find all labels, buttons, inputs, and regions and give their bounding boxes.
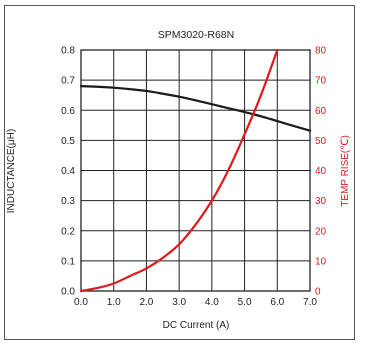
x-tick-label: 7.0 <box>303 297 317 308</box>
y-right-tick-label: 40 <box>315 166 327 177</box>
ticks: 0.0 1.0 2.0 3.0 4.0 5.0 6.0 7.0 0.0 0.1 0.2 0.3 0.4 0… <box>61 46 326 309</box>
y-left-tick-label: 0.7 <box>61 76 75 87</box>
x-tick-label: 4.0 <box>205 297 219 308</box>
y-axis-right-label: TEMP RISE(℃) <box>340 135 351 207</box>
x-tick-label: 3.0 <box>172 297 186 308</box>
y-right-tick-label: 60 <box>315 106 327 117</box>
x-tick-label: 5.0 <box>238 297 252 308</box>
grid <box>81 50 310 291</box>
temp-rise-line <box>79 48 279 293</box>
y-right-tick-label: 70 <box>315 76 327 87</box>
x-tick-label: 6.0 <box>270 297 284 308</box>
y-axis-left-label: INDUCTANCE(μH) <box>6 129 17 213</box>
y-right-tick-label: 0 <box>315 287 321 298</box>
y-right-tick-label: 20 <box>315 226 327 237</box>
y-left-tick-label: 0.2 <box>61 226 75 237</box>
x-tick-label: 1.0 <box>107 297 121 308</box>
y-left-tick-label: 0.6 <box>61 106 75 117</box>
y-left-tick-label: 0.5 <box>61 136 75 147</box>
y-right-tick-label: 10 <box>315 256 327 267</box>
y-left-tick-label: 0.4 <box>61 166 75 177</box>
y-left-tick-label: 0.8 <box>61 46 75 57</box>
series-group <box>79 48 312 293</box>
x-tick-label: 0.0 <box>74 297 88 308</box>
x-axis-label: DC Current (A) <box>163 320 230 331</box>
y-left-tick-label: 0.1 <box>61 256 75 267</box>
y-right-tick-label: 50 <box>315 136 327 147</box>
y-right-tick-label: 30 <box>315 196 327 207</box>
y-right-tick-label: 80 <box>315 46 327 57</box>
y-left-tick-label: 0.3 <box>61 196 75 207</box>
x-tick-label: 2.0 <box>139 297 153 308</box>
chart-frame <box>4 5 355 340</box>
inductance-line <box>79 85 312 132</box>
plot-area <box>80 49 311 292</box>
y-left-tick-label: 0.0 <box>61 287 75 298</box>
chart-title: SPM3020-R68N <box>158 29 234 41</box>
